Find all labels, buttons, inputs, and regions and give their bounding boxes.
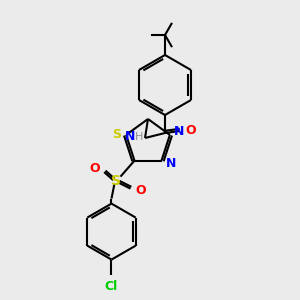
Text: O: O (185, 124, 196, 137)
Text: N: N (124, 130, 135, 143)
Text: S: S (112, 174, 122, 188)
Text: O: O (136, 184, 146, 197)
Text: S: S (112, 128, 121, 141)
Text: Cl: Cl (105, 280, 118, 292)
Text: H: H (135, 132, 143, 142)
Text: O: O (90, 162, 101, 175)
Text: N: N (166, 157, 176, 170)
Text: N: N (174, 125, 184, 138)
